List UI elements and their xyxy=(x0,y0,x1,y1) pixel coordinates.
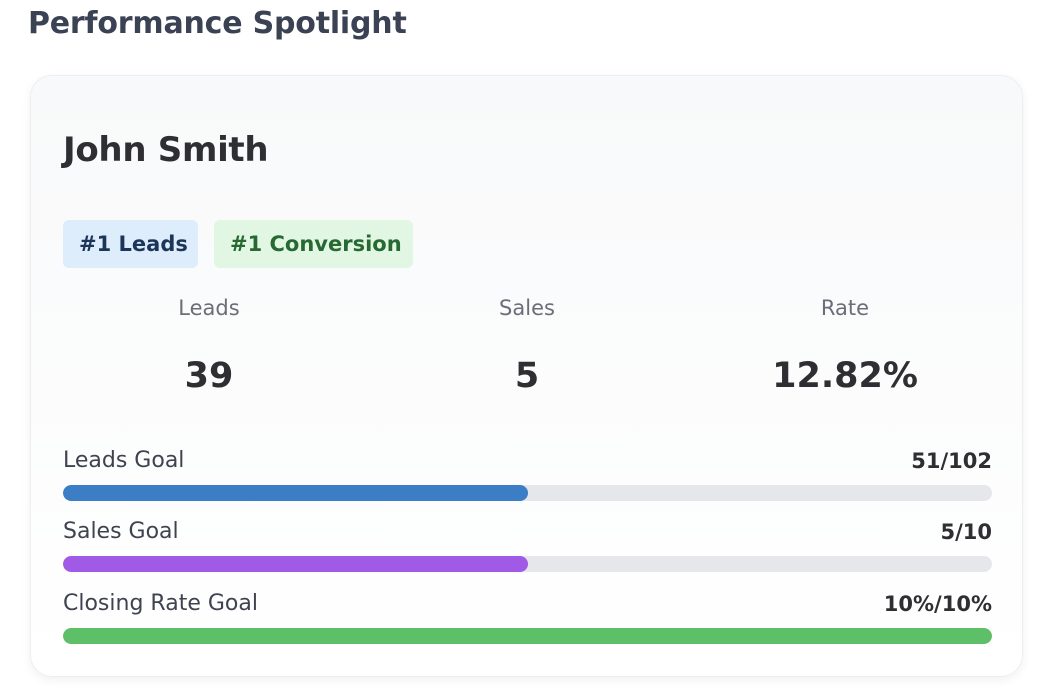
stat-sales: Sales 5 xyxy=(368,292,686,397)
badge-top-conversion: #1 Conversion xyxy=(214,220,413,268)
badge-top-leads: #1 Leads xyxy=(63,220,198,268)
stat-label: Leads xyxy=(178,296,240,320)
stat-value: 5 xyxy=(514,356,540,396)
goal-value: 10%/10% xyxy=(883,592,992,616)
progress-bar-fill xyxy=(63,556,528,572)
goal-value: 5/10 xyxy=(940,520,992,544)
stat-value: 39 xyxy=(184,356,234,396)
goal-sales: Sales Goal 5/10 xyxy=(63,516,992,572)
goal-label: Closing Rate Goal xyxy=(63,591,258,616)
person-name: John Smith xyxy=(63,130,269,170)
stat-label: Sales xyxy=(499,296,555,320)
progress-bar-track xyxy=(63,485,992,501)
goal-leads: Leads Goal 51/102 xyxy=(63,445,992,501)
progress-bar-track xyxy=(63,556,992,572)
performance-spotlight-card: John Smith #1 Leads #1 Conversion Leads … xyxy=(30,75,1023,677)
goal-label: Sales Goal xyxy=(63,519,179,544)
stat-rate: Rate 12.82% xyxy=(686,292,1004,397)
section-title: Performance Spotlight xyxy=(28,6,407,41)
goal-header: Leads Goal 51/102 xyxy=(63,445,992,477)
progress-bar-fill xyxy=(63,485,528,501)
progress-bar-track xyxy=(63,628,992,644)
goal-header: Sales Goal 5/10 xyxy=(63,516,992,548)
progress-bar-fill xyxy=(63,628,992,644)
stat-value: 12.82% xyxy=(772,356,918,396)
goal-closing-rate: Closing Rate Goal 10%/10% xyxy=(63,588,992,644)
goal-header: Closing Rate Goal 10%/10% xyxy=(63,588,992,620)
goal-label: Leads Goal xyxy=(63,448,185,473)
goal-value: 51/102 xyxy=(911,449,992,473)
stat-leads: Leads 39 xyxy=(50,292,368,397)
stat-label: Rate xyxy=(820,296,870,320)
